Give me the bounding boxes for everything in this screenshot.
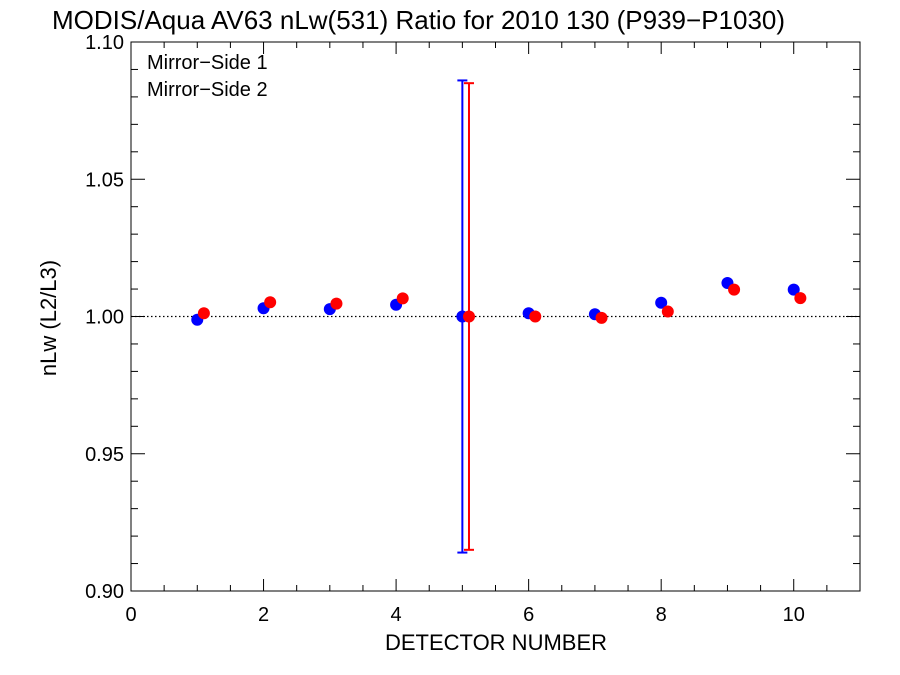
data-point-series-1 — [655, 296, 668, 309]
data-point-series-2 — [264, 296, 277, 309]
x-tick-label: 6 — [523, 604, 534, 626]
y-tick-label: 0.95 — [85, 444, 124, 466]
x-tick-label: 2 — [258, 604, 269, 626]
y-tick-label: 0.90 — [85, 581, 124, 603]
x-tick-label: 10 — [783, 604, 805, 626]
y-tick-label: 1.05 — [85, 169, 124, 191]
y-tick-label: 1.00 — [85, 307, 124, 329]
data-point-series-2 — [197, 307, 210, 320]
data-point-series-1 — [787, 283, 800, 296]
axes: 0 2 4 6 8 10 0.90 0.95 1.00 1.05 1.10 — [85, 32, 861, 626]
x-tick-label: 8 — [656, 604, 667, 626]
data-point-series-2 — [462, 310, 475, 323]
data-point-series-2 — [661, 305, 674, 318]
data-point-series-2 — [794, 292, 807, 305]
x-axis-label: DETECTOR NUMBER — [385, 630, 607, 655]
data-point-series-2 — [330, 297, 343, 310]
data-point-series-2 — [595, 311, 608, 324]
x-tick-label: 0 — [125, 604, 136, 626]
data-point-series-2 — [396, 292, 409, 305]
x-tick-label: 4 — [391, 604, 402, 626]
chart-title: MODIS/Aqua AV63 nLw(531) Ratio for 2010 … — [52, 5, 785, 35]
data-points — [191, 277, 807, 326]
legend-entry-mirror-side-1: Mirror−Side 1 — [147, 52, 268, 74]
legend-entry-mirror-side-2: Mirror−Side 2 — [147, 79, 268, 101]
y-tick-label: 1.10 — [85, 32, 124, 54]
data-point-series-2 — [728, 283, 741, 296]
y-axis-label: nLw (L2/L3) — [36, 260, 61, 376]
data-point-series-2 — [529, 310, 542, 323]
